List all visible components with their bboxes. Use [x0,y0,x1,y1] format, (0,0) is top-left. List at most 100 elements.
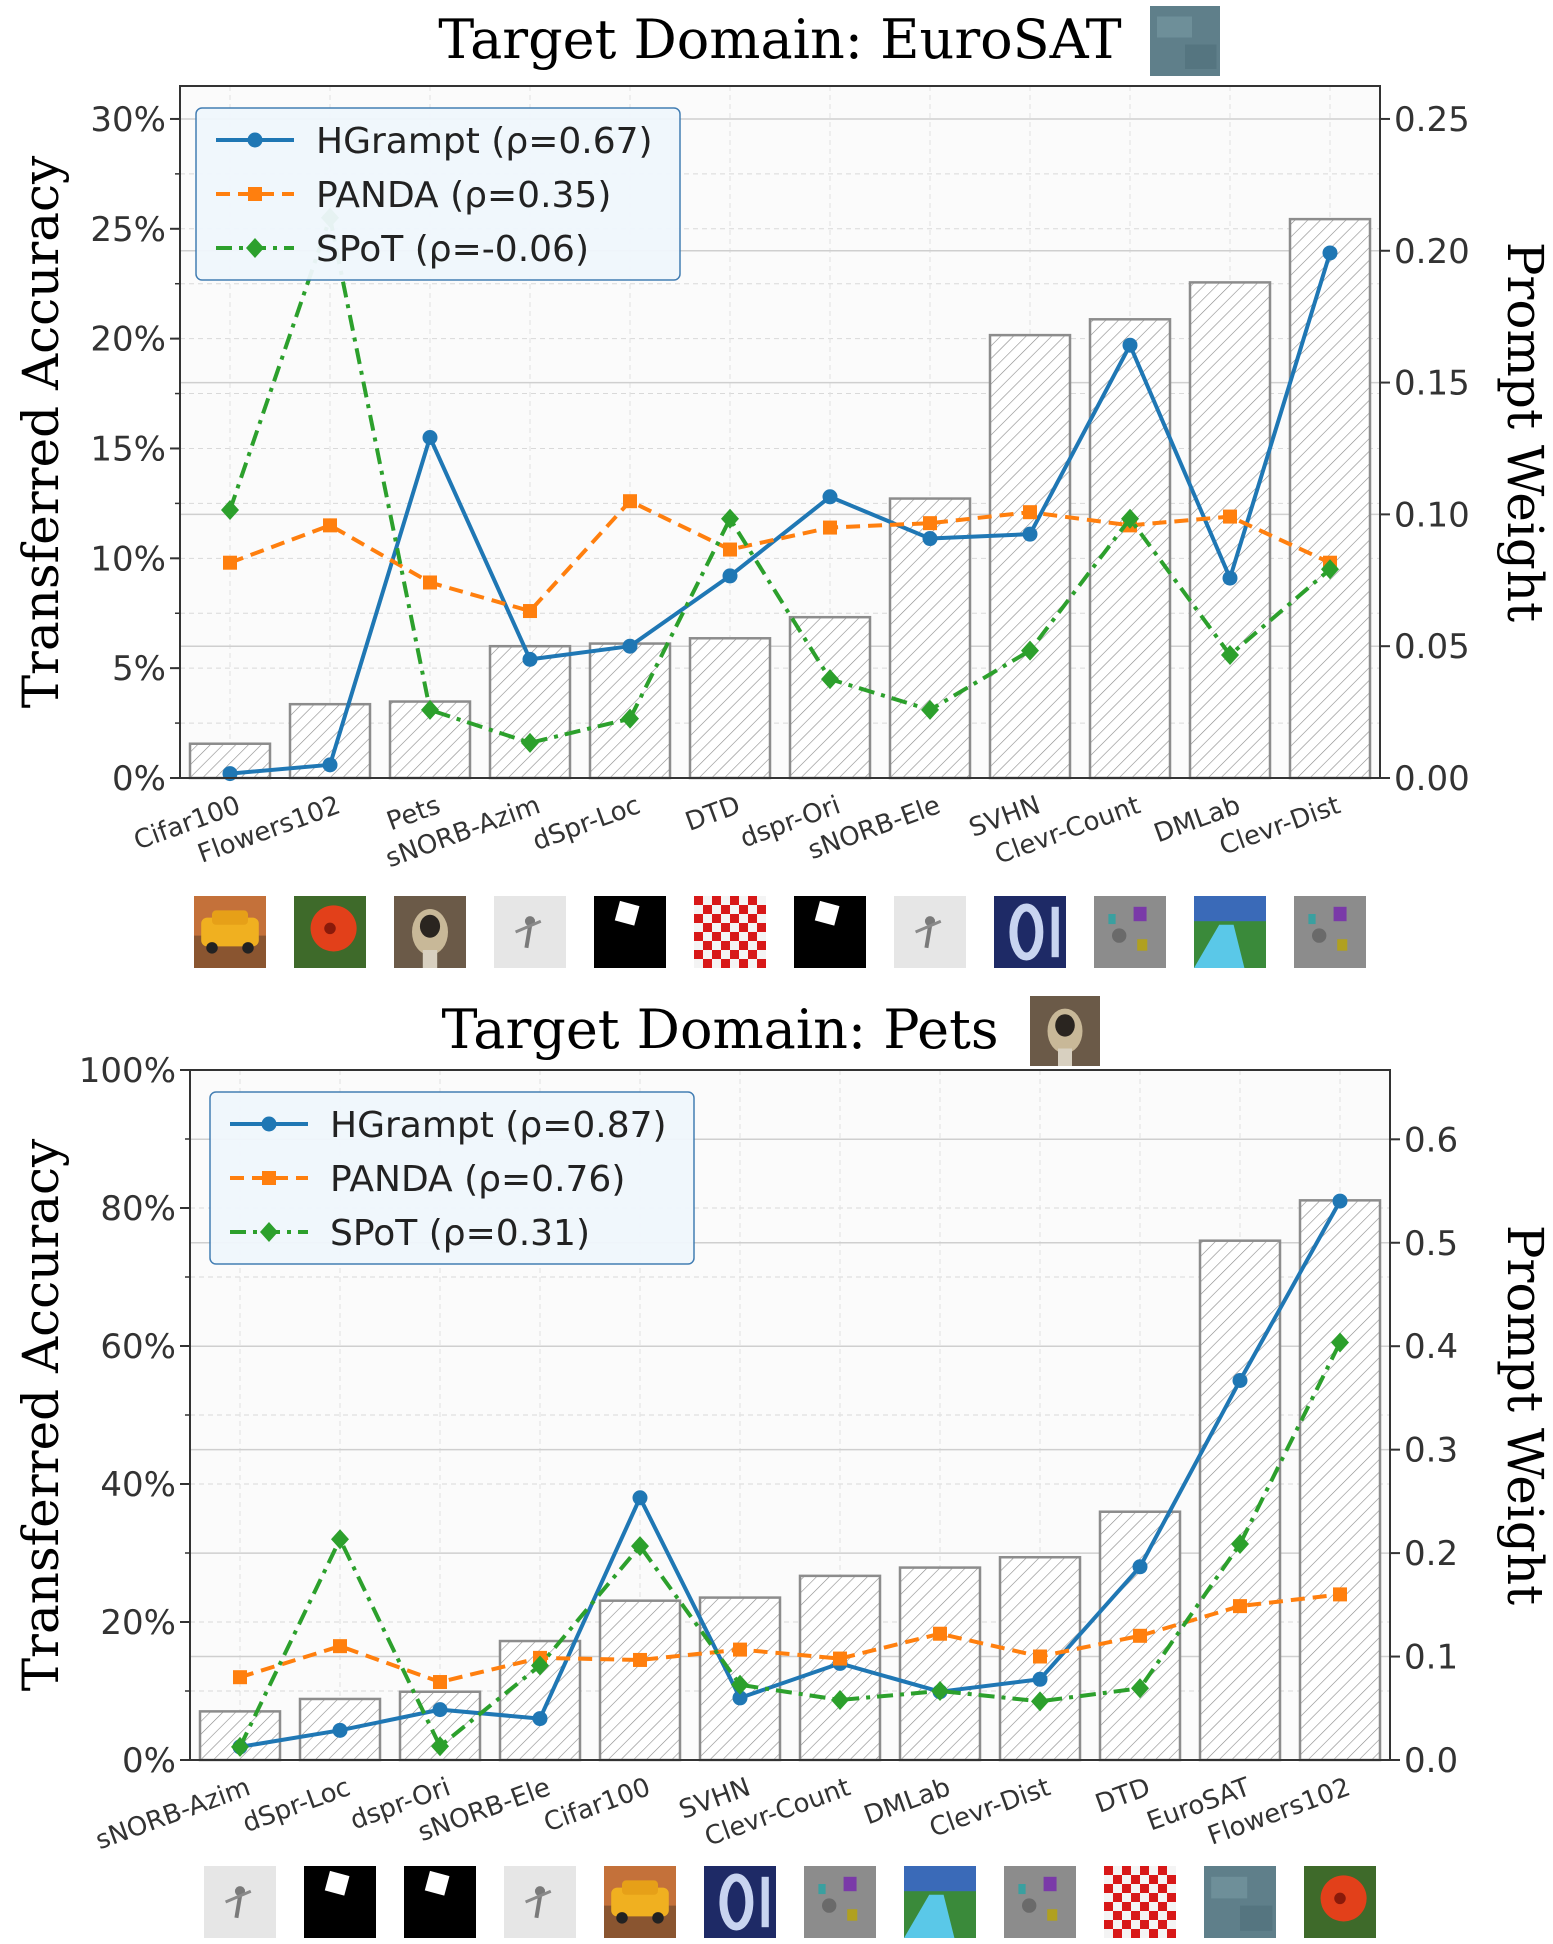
dsprites-square-thumbnail [794,896,866,968]
series-2-point [721,508,739,529]
left-axis-label: Transferred Accuracy [12,1138,70,1691]
series-0-point [432,1702,448,1718]
right-tick-label: 0.1 [1404,1638,1458,1678]
left-tick-label: 20% [90,320,166,360]
legend-marker-0 [261,1116,277,1132]
prompt-weight-bar [898,1566,982,1762]
series-1-point [1133,1628,1147,1643]
series-0-point [632,1490,648,1506]
prompt-weight-bar [1088,318,1172,780]
series-0-point [1332,1193,1348,1209]
series-0-point [732,1690,748,1706]
dsprites-square-thumbnail [594,896,666,968]
legend-entry-0: HGrampt (ρ=0.67) [316,121,653,162]
legend-entry-1: PANDA (ρ=0.35) [316,175,611,216]
right-axis-label: Prompt Weight [1496,1225,1553,1605]
series-1-point [323,518,337,533]
series-2-point [1021,640,1039,661]
legend: HGrampt (ρ=0.67) PANDA (ρ=0.35) SPoT (ρ=-0… [195,107,681,281]
dmlab-maze-thumbnail [1194,896,1266,968]
series-0-point [332,1722,348,1738]
eurosat-satellite-thumbnail [1150,6,1220,76]
series-0-point [1222,570,1238,586]
series-1-point [1023,505,1037,520]
series-0-point [1022,526,1038,542]
series-2-point [931,1681,949,1701]
snorb-figure-thumbnail [504,1866,576,1938]
series-1-point [923,516,937,531]
series-2-point [921,699,939,720]
legend-box [209,1091,695,1265]
series-1-point [633,1652,647,1667]
flower-thumbnail [1304,1866,1376,1938]
chart-title: Target Domain: Pets [441,998,998,1061]
series-0-point [1232,1373,1248,1388]
series-0-point [532,1711,548,1727]
series-2-point [631,1536,649,1557]
series-1-point [1033,1649,1047,1664]
series-1-point [523,604,537,619]
series-1-point [823,520,837,535]
series-1-point [223,555,237,570]
series-2-point [331,1529,349,1550]
svhn-digit-thumbnail [704,1866,776,1938]
legend-marker-1 [262,1171,276,1185]
left-tick-label: 10% [90,539,166,579]
series-2-point [1031,1691,1049,1712]
series-1-point [623,494,637,509]
series-line-2 [228,215,1332,745]
series-1-point [433,1675,447,1690]
prompt-weight-bar [988,333,1072,780]
right-tick-label: 0.2 [1404,1534,1458,1574]
right-tick-label: 0.0 [1404,1741,1458,1781]
clevr-objects-thumbnail [1004,1866,1076,1938]
series-0-point [622,638,638,654]
svhn-digit-thumbnail [994,896,1066,968]
legend-marker-2 [246,238,264,258]
series-0-point [922,531,938,547]
chart-title: Target Domain: EuroSAT [438,8,1121,71]
left-tick-label: 60% [100,1327,176,1367]
snorb-figure-thumbnail [204,1866,276,1938]
series-line-2 [238,1341,1342,1749]
right-tick-label: 0.4 [1404,1327,1458,1367]
series-2-point [821,669,839,690]
chart-0: Target Domain: EuroSAT 0% 5% 10% 15% 20% 25% 30… [12,6,1553,968]
series-2-point [731,1674,749,1695]
right-axis-label: Prompt Weight [1496,242,1553,622]
series-2-point [621,708,639,729]
series-1-point [833,1651,847,1666]
left-tick-label: 80% [100,1189,176,1229]
right-tick-label: 0.15 [1394,364,1470,404]
category-label: Cifar100 [540,1772,654,1838]
prompt-weight-bar [1198,1239,1282,1762]
legend-marker-0 [247,132,263,148]
category-label: sNORB-Azim [92,1772,255,1856]
series-1-point [723,542,737,557]
left-tick-label: 30% [90,100,166,140]
series-0-point [1122,337,1138,353]
series-0-point [1032,1671,1048,1687]
category-label: dSpr-Loc [529,790,645,857]
right-tick-label: 0.25 [1394,100,1470,140]
category-label: dSpr-Loc [239,1772,355,1839]
series-0-point [522,651,538,667]
series-2-point [1231,1534,1249,1555]
cifar-car-thumbnail [604,1866,676,1938]
left-tick-label: 15% [90,429,166,469]
right-tick-label: 0.5 [1404,1224,1458,1264]
series-line-1 [229,499,1331,614]
right-tick-label: 0.6 [1404,1120,1458,1160]
series-2-point [221,499,239,520]
left-tick-label: 0% [122,1741,176,1781]
prompt-weight-bar [1188,281,1272,780]
series-1-point [1333,1587,1347,1602]
prompt-weight-bar [598,1599,682,1762]
prompt-weight-bar [1288,217,1372,780]
legend-marker-2 [260,1222,278,1242]
right-tick-label: 0.3 [1404,1431,1458,1471]
flower-thumbnail [294,896,366,968]
series-2-point [831,1689,849,1710]
